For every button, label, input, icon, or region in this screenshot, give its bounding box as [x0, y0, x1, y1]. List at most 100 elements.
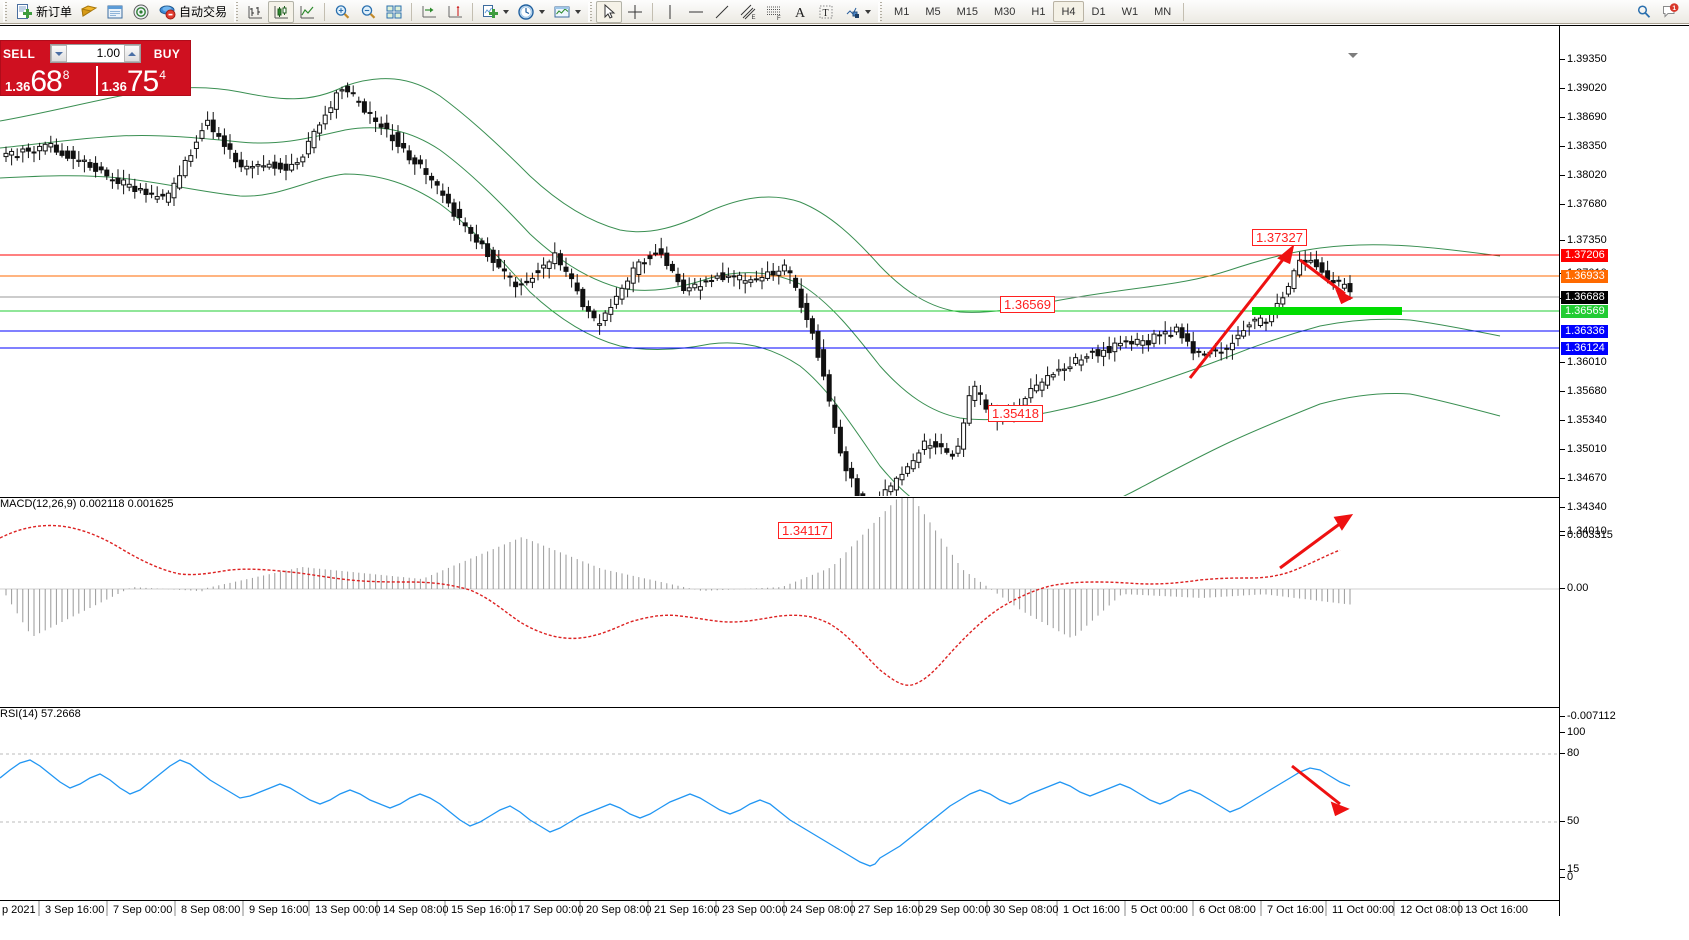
timeframe-m30[interactable]: M30 [994, 5, 1016, 18]
rsi-pane[interactable]: RSI(14) 57.2668 [0, 707, 1559, 900]
buy-quote[interactable]: 1.36 75 4 [95, 66, 191, 95]
terminal-button[interactable] [102, 1, 128, 23]
time-axis-label: 14 Sep 08:00 [383, 904, 449, 916]
data-window-icon [107, 5, 123, 18]
svg-text:1: 1 [1672, 5, 1676, 12]
timeframe-m1[interactable]: M1 [894, 5, 910, 18]
alerts-button[interactable]: 1 [1657, 1, 1683, 23]
toolbar-grip-3[interactable] [586, 1, 594, 22]
text-label-button[interactable]: T [813, 1, 839, 23]
macd-tick [1560, 535, 1565, 536]
price-scale[interactable]: 1.39350 1.39020 1.38690 1.38350 1.38020 1.376… [1559, 25, 1689, 916]
macd-trend-arrow [1279, 514, 1354, 570]
auto-trading-button[interactable]: 自动交易 [154, 1, 231, 23]
bar-chart-button[interactable] [242, 1, 268, 23]
rsi-chart-svg [0, 753, 1559, 867]
time-axis-label: 23 Sep 00:00 [722, 904, 788, 916]
toolbar-separator-3 [472, 2, 474, 21]
timeframe-d1[interactable]: D1 [1091, 5, 1106, 18]
toolbar-grip-2[interactable] [232, 1, 240, 22]
chart-scroll-caret-icon[interactable] [1348, 53, 1358, 58]
blue-level-tag-2[interactable]: 1.36124 [1561, 342, 1608, 355]
tile-windows-button[interactable] [381, 1, 407, 23]
sell-price-main: 68 [30, 66, 62, 96]
resistance-level-tag[interactable]: 1.37206 [1561, 249, 1608, 262]
buy-button[interactable]: BUY [153, 46, 181, 61]
time-axis-label: 13 Sep 00:00 [315, 904, 381, 916]
buy-price-prefix: 1.36 [101, 79, 127, 94]
navigator-icon [133, 4, 149, 19]
volume-stepper[interactable]: 1.00 [50, 44, 141, 63]
time-axis-label: 1 Oct 16:00 [1063, 904, 1120, 916]
sell-button[interactable]: SELL [3, 46, 36, 61]
candlestick-chart-button[interactable] [268, 0, 295, 23]
price-tick [1560, 362, 1565, 363]
navigator-button[interactable] [128, 1, 154, 23]
time-axis-label: 17 Sep 00:00 [518, 904, 584, 916]
search-button[interactable] [1631, 1, 1657, 23]
macd-tick-label: -0.007112 [1567, 710, 1616, 722]
equidistant-channel-button[interactable]: E [735, 1, 761, 23]
orange-level-tag[interactable]: 1.36933 [1561, 270, 1608, 283]
profiles-button[interactable] [76, 1, 102, 23]
cursor-button[interactable] [596, 0, 623, 23]
timeframe-m5[interactable]: M5 [925, 5, 941, 18]
volume-increase-button[interactable] [124, 45, 140, 62]
templates-button[interactable] [549, 1, 585, 23]
toolbar-separator-2 [411, 2, 413, 21]
text-button[interactable]: A [787, 1, 813, 23]
annotation-high-137327[interactable]: 1.37327 [1252, 229, 1307, 246]
horizontal-line-button[interactable] [683, 1, 709, 23]
crosshair-button[interactable] [622, 1, 648, 23]
rsi-tick-label: 100 [1567, 726, 1586, 738]
toolbar-grip-4[interactable] [876, 1, 884, 22]
zoom-in-button[interactable] [329, 1, 355, 23]
timeframe-w1[interactable]: W1 [1121, 5, 1139, 18]
chevron-down-icon[interactable] [539, 9, 546, 14]
vertical-line-button[interactable] [657, 1, 683, 23]
sell-quote[interactable]: 1.36 68 8 [1, 66, 96, 96]
time-axis-label: 3 Sep 16:00 [45, 904, 105, 916]
chevron-down-icon[interactable] [575, 9, 582, 14]
blue-level-tag-1[interactable]: 1.36336 [1561, 325, 1608, 338]
trendline-button[interactable] [709, 1, 735, 23]
macd-tick-label: 0.00 [1567, 582, 1589, 594]
annotation-135418[interactable]: 1.35418 [988, 405, 1043, 422]
price-tick [1560, 59, 1565, 60]
zoom-out-button[interactable] [355, 1, 381, 23]
new-order-button[interactable]: 新订单 [11, 1, 76, 23]
price-pane[interactable]: 1.37327 1.36569 1.35418 1.34117 [0, 26, 1559, 539]
toolbar-grip-1[interactable] [1, 1, 8, 22]
one-click-trading-panel[interactable]: SELL 1.00 BUY 1.36 68 8 1.36 75 4 [0, 40, 191, 96]
toolbar-separator-4 [652, 2, 654, 21]
rsi-pane-label: RSI(14) 57.2668 [0, 708, 81, 720]
new-order-label: 新订单 [36, 5, 73, 19]
period-button[interactable] [513, 1, 549, 23]
annotation-136569[interactable]: 1.36569 [1000, 296, 1055, 313]
chevron-down-icon[interactable] [503, 9, 510, 14]
chart-shift-button[interactable] [416, 1, 442, 23]
annotation-low-134117[interactable]: 1.34117 [778, 522, 833, 539]
timeframe-h4[interactable]: H4 [1053, 1, 1084, 22]
auto-scroll-button[interactable] [442, 1, 468, 23]
template-icon [554, 6, 570, 17]
line-chart-button[interactable] [294, 1, 320, 23]
time-axis-label: 30 Sep 08:00 [993, 904, 1059, 916]
vertical-line-icon [669, 4, 671, 19]
volume-decrease-button[interactable] [51, 45, 67, 62]
period-icon [518, 3, 534, 20]
chart-canvas[interactable]: 1.37327 1.36569 1.35418 1.34117 MACD(12,… [0, 25, 1559, 916]
timeframe-m15[interactable]: M15 [956, 5, 978, 18]
timeframe-h1[interactable]: H1 [1031, 5, 1046, 18]
macd-pane[interactable]: MACD(12,26,9) 0.002118 0.001625 [0, 497, 1559, 706]
timeframe-mn[interactable]: MN [1154, 5, 1172, 18]
objects-button[interactable] [839, 1, 875, 23]
current-price-tag[interactable]: 1.36688 [1561, 291, 1608, 304]
chevron-down-icon[interactable] [865, 9, 872, 14]
volume-value[interactable]: 1.00 [67, 45, 124, 62]
cursor-icon [604, 3, 616, 19]
new-chart-button[interactable] [477, 1, 513, 23]
fibonacci-button[interactable]: F [761, 1, 787, 23]
price-tick-label: 1.38020 [1567, 169, 1607, 181]
support-level-tag[interactable]: 1.36569 [1561, 305, 1608, 318]
